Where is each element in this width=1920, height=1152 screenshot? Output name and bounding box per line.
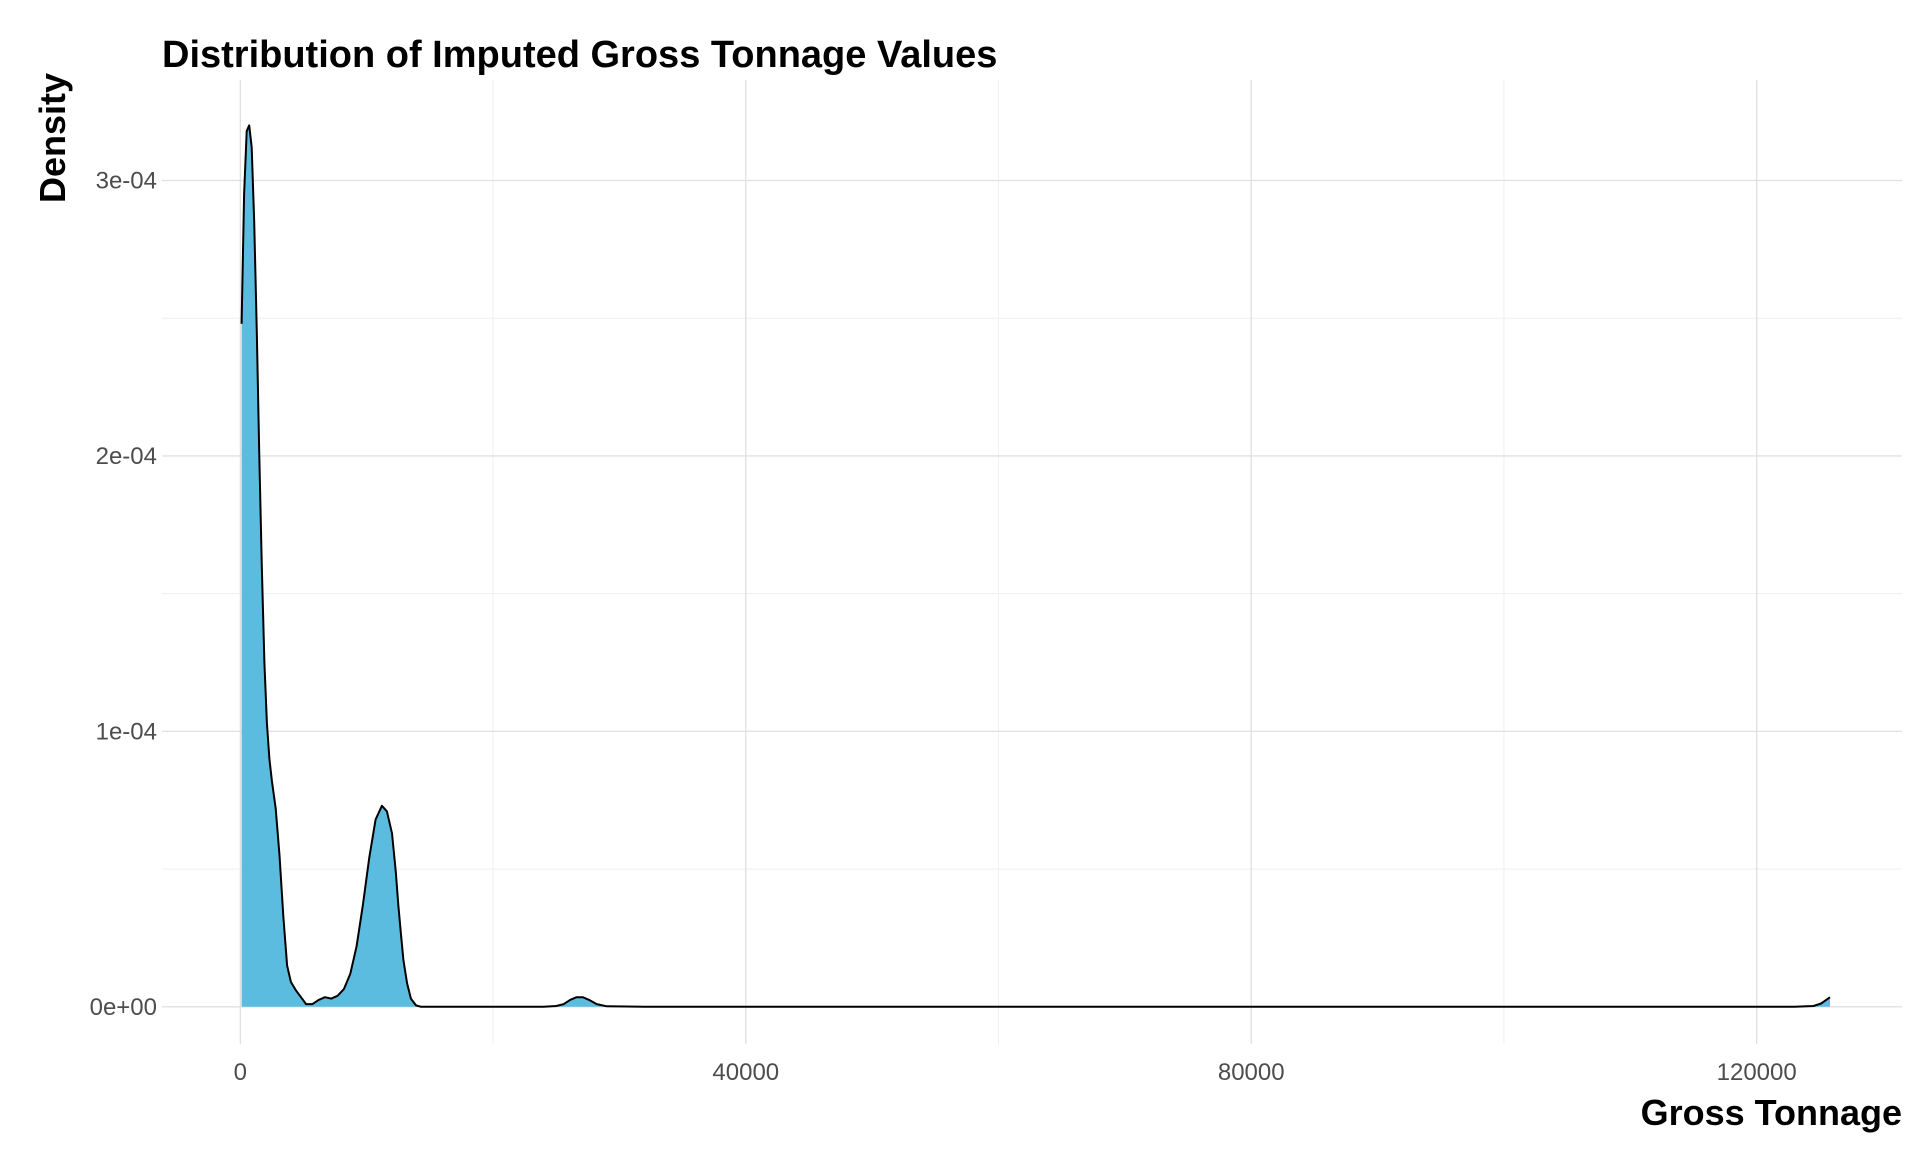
y-tick-label: 2e-04 — [96, 443, 157, 470]
y-tick-label: 1e-04 — [96, 718, 157, 745]
x-tick-label: 80000 — [1218, 1059, 1285, 1086]
y-axis-title: Density — [32, 73, 73, 203]
x-axis-title: Gross Tonnage — [1641, 1092, 1902, 1133]
x-tick-label: 40000 — [712, 1059, 779, 1086]
grid-lines — [162, 80, 1902, 1044]
y-tick-label: 0e+00 — [90, 994, 157, 1021]
chart-title: Distribution of Imputed Gross Tonnage Va… — [162, 34, 997, 76]
density-area-fill — [241, 125, 1831, 1007]
x-tick-label: 0 — [234, 1059, 247, 1086]
density-curve-line — [240, 124, 1831, 1008]
y-tick-label: 3e-04 — [96, 168, 157, 195]
tick-labels: 0 40000 80000 120000 0e+00 1e-04 2e-04 3e-04 — [90, 168, 1797, 1086]
x-tick-label: 120000 — [1717, 1059, 1797, 1086]
